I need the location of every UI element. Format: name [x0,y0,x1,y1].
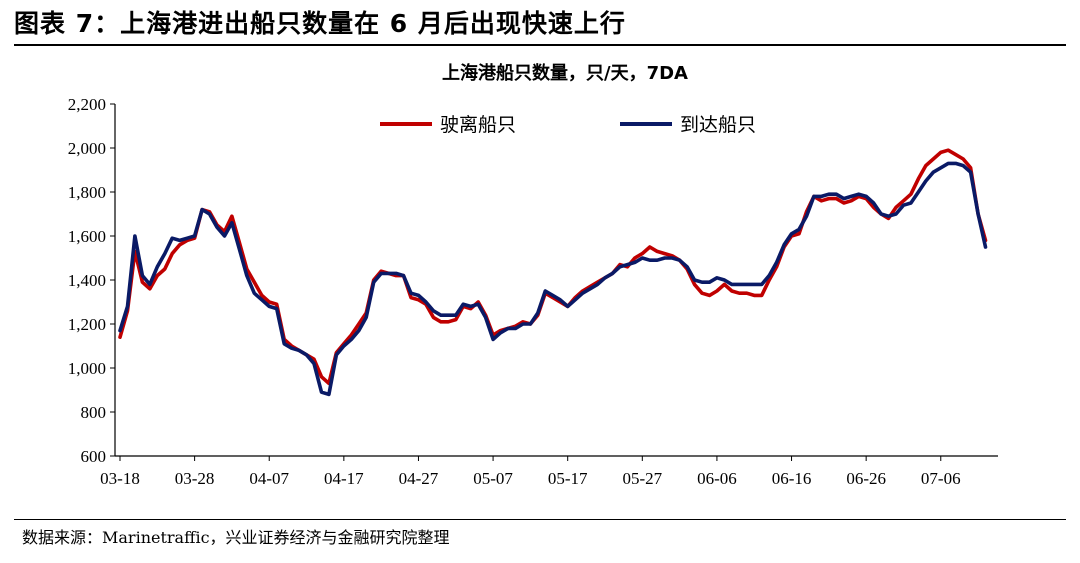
axes: 600 800 1,000 1,200 1,400 1,600 1,800 2,000 2,20… [68,95,998,488]
x-tick-label: 04-27 [399,469,439,488]
x-tick-label: 07-06 [921,469,961,488]
y-tick-label: 1,400 [68,271,106,290]
x-tick-label: 03-28 [175,469,215,488]
figure-title: 图表 7：上海港进出船只数量在 6 月后出现快速上行 [14,9,626,38]
y-tick-label: 1,800 [68,183,106,202]
y-tick-label: 1,200 [68,315,106,334]
chart-title: 上海港船只数量，只/天，7DA [442,62,688,84]
legend: 驶离船只 到达船只 [380,114,756,136]
y-tick-label: 1,000 [68,359,106,378]
x-tick-label: 04-07 [249,469,289,488]
x-tick-label: 06-26 [846,469,886,488]
y-tick-label: 1,600 [68,227,106,246]
series-line-2 [118,161,988,397]
source-note: 数据来源：Marinetraffic，兴业证券经济与金融研究院整理 [22,528,450,547]
series-line-1 [118,148,988,386]
top-rule [14,44,1066,46]
figure-header: 图表 7：上海港进出船只数量在 6 月后出现快速上行 [14,6,1064,42]
x-tick-label: 06-06 [697,469,737,488]
x-tick-label: 05-07 [473,469,513,488]
x-tick-label: 04-17 [324,469,364,488]
y-tick-label: 600 [81,447,107,466]
x-tick-label: 06-16 [772,469,812,488]
legend-label-1: 驶离船只 [440,114,516,136]
x-tick-label: 03-18 [100,469,140,488]
y-tick-label: 2,000 [68,139,106,158]
y-tick-label: 800 [81,403,107,422]
y-tick-label: 2,200 [68,95,106,114]
plot-lines [118,148,988,397]
bottom-rule [14,519,1066,520]
x-tick-label: 05-17 [548,469,588,488]
x-tick-label: 05-27 [622,469,662,488]
legend-label-2: 到达船只 [680,114,756,136]
